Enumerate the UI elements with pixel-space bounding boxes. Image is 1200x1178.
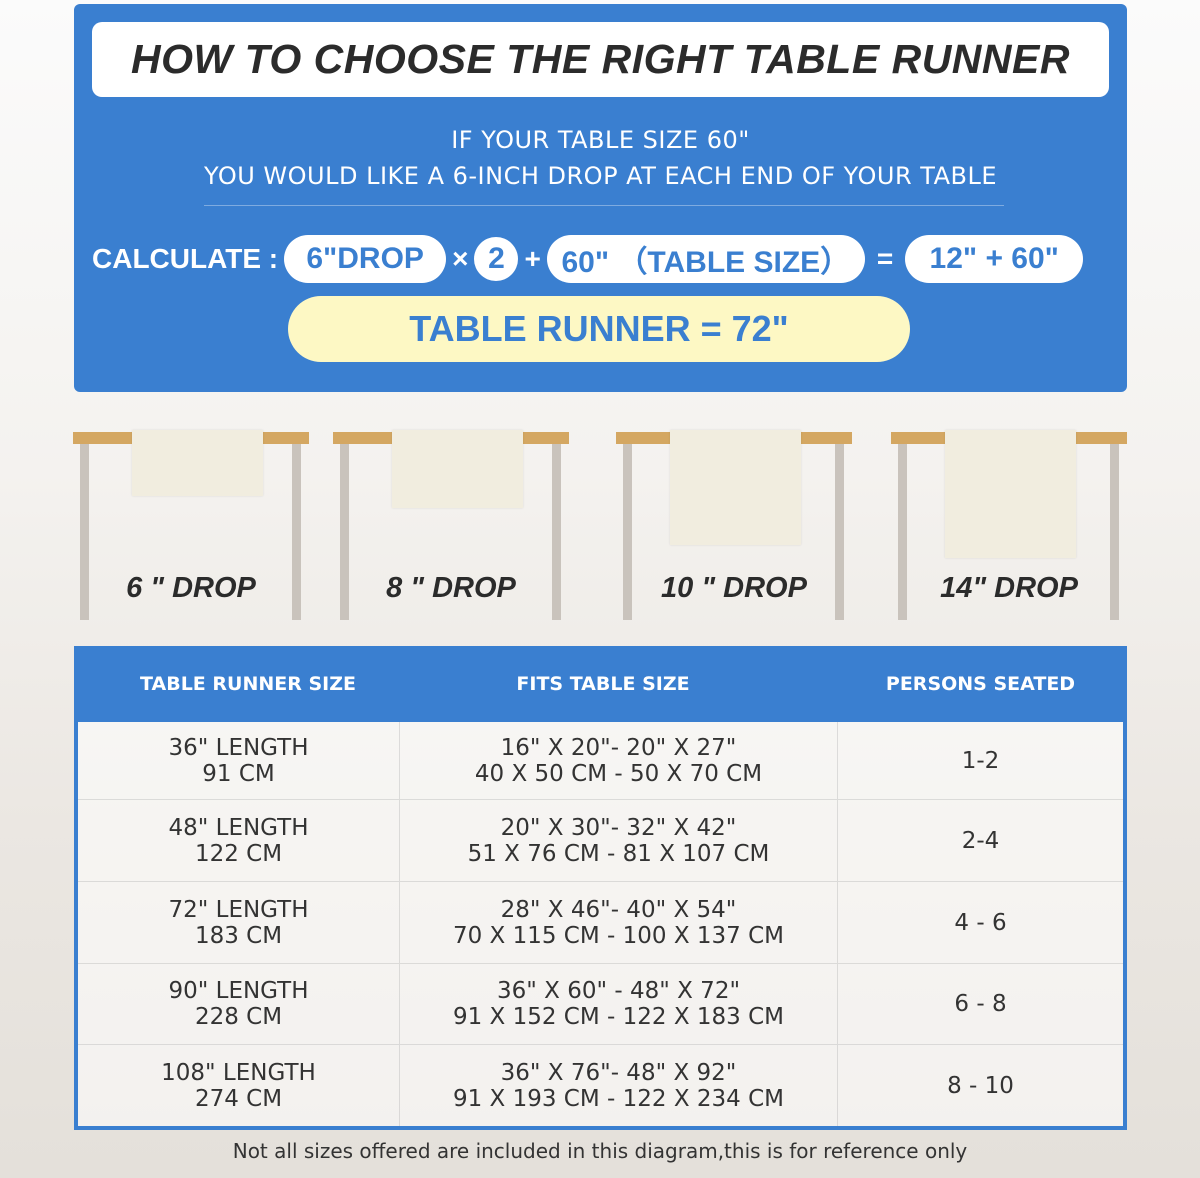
persons-cell: 2-4 <box>961 827 1000 854</box>
runner-size-cell: 108" LENGTH 274 CM <box>78 1045 400 1126</box>
fits-in: 36" X 76"- 48" X 92" <box>500 1059 737 1086</box>
drop-illustration-8: 8 " DROP <box>333 430 569 622</box>
fits-cell: 16" X 20"- 20" X 27" 40 X 50 CM - 50 X 70… <box>400 722 838 799</box>
persons-cell: 1-2 <box>961 747 1000 774</box>
table-row: 108" LENGTH 274 CM 36" X 76"- 48" X 92" 91… <box>78 1045 1123 1126</box>
divider <box>204 205 1004 206</box>
length-in: 108" LENGTH <box>161 1059 316 1086</box>
header-persons-seated: PERSONS SEATED <box>885 673 1076 695</box>
length-cm: 274 CM <box>194 1085 283 1112</box>
result-pill: TABLE RUNNER = 72" <box>288 296 910 362</box>
persons-cell: 4 - 6 <box>954 909 1007 936</box>
footnote: Not all sizes offered are included in th… <box>232 1139 968 1163</box>
table-leg <box>552 444 561 620</box>
drop-label: 6 " DROP <box>126 572 256 604</box>
sum-pill: 12" + 60" <box>905 235 1084 283</box>
length-cm: 183 CM <box>194 922 283 949</box>
runner-drop <box>670 430 801 545</box>
fits-in: 16" X 20"- 20" X 27" <box>500 734 737 761</box>
table-row: 72" LENGTH 183 CM 28" X 46"- 40" X 54" 70 … <box>78 882 1123 964</box>
fits-in: 36" X 60" - 48" X 72" <box>496 978 741 1004</box>
fits-cell: 20" X 30"- 32" X 42" 51 X 76 CM - 81 X 10… <box>400 800 838 881</box>
drop-pill: 6"DROP <box>284 235 447 283</box>
plus-sign: + <box>524 243 541 274</box>
table-leg <box>80 444 89 620</box>
drop-illustration-6: 6 " DROP <box>73 430 309 622</box>
table-leg <box>835 444 844 620</box>
calculation-panel: HOW TO CHOOSE THE RIGHT TABLE RUNNER IF … <box>74 4 1127 392</box>
length-in: 90" LENGTH <box>168 978 309 1004</box>
times-sign: × <box>452 243 469 274</box>
fits-in: 28" X 46"- 40" X 54" <box>500 896 737 923</box>
table-row: 48" LENGTH 122 CM 20" X 30"- 32" X 42" 51 … <box>78 800 1123 882</box>
fits-cell: 36" X 60" - 48" X 72" 91 X 152 CM - 122 X… <box>400 964 838 1044</box>
length-cm: 91 CM <box>202 760 275 787</box>
page-title: HOW TO CHOOSE THE RIGHT TABLE RUNNER <box>92 22 1109 97</box>
fits-cm: 40 X 50 CM - 50 X 70 CM <box>474 760 763 787</box>
length-cm: 122 CM <box>194 840 283 867</box>
fits-cm: 70 X 115 CM - 100 X 137 CM <box>452 922 785 949</box>
fits-cell: 36" X 76"- 48" X 92" 91 X 193 CM - 122 X … <box>400 1045 838 1126</box>
runner-drop <box>132 430 263 496</box>
drop-illustration-14: 14" DROP <box>891 430 1127 622</box>
persons-cell: 8 - 10 <box>947 1072 1014 1099</box>
fits-in: 20" X 30"- 32" X 42" <box>500 814 737 841</box>
fits-cm: 91 X 152 CM - 122 X 183 CM <box>452 1004 785 1030</box>
drop-illustration-10: 10 " DROP <box>616 430 852 622</box>
table-leg <box>340 444 349 620</box>
length-in: 72" LENGTH <box>168 896 309 923</box>
runner-size-cell: 48" LENGTH 122 CM <box>78 800 400 881</box>
runner-drop <box>392 430 523 508</box>
header-runner-size: TABLE RUNNER SIZE <box>140 673 356 695</box>
runner-size-cell: 90" LENGTH 228 CM <box>78 964 400 1044</box>
length-in: 36" LENGTH <box>168 734 309 761</box>
table-size-pill: 60" （TABLE SIZE） <box>546 235 865 283</box>
table-leg <box>623 444 632 620</box>
fits-cell: 28" X 46"- 40" X 54" 70 X 115 CM - 100 X … <box>400 882 838 963</box>
table-leg <box>1110 444 1119 620</box>
length-cm: 228 CM <box>194 1004 283 1030</box>
fits-cm: 51 X 76 CM - 81 X 107 CM <box>467 840 770 867</box>
drop-label: 8 " DROP <box>386 572 516 604</box>
drop-label: 14" DROP <box>940 572 1078 604</box>
header-fits-table-size: FITS TABLE SIZE <box>516 673 690 695</box>
size-table: TABLE RUNNER SIZE FITS TABLE SIZE PERSON… <box>74 646 1127 1130</box>
table-row: 90" LENGTH 228 CM 36" X 60" - 48" X 72" 91… <box>78 964 1123 1045</box>
persons-cell: 6 - 8 <box>954 991 1007 1017</box>
length-in: 48" LENGTH <box>168 814 309 841</box>
calc-label: CALCULATE : <box>92 243 279 274</box>
runner-size-cell: 72" LENGTH 183 CM <box>78 882 400 963</box>
table-leg <box>898 444 907 620</box>
runner-size-cell: 36" LENGTH 91 CM <box>78 722 400 799</box>
multiplier-pill: 2 <box>474 237 519 281</box>
intro-line-1: IF YOUR TABLE SIZE 60" <box>451 126 750 154</box>
fits-cm: 91 X 193 CM - 122 X 234 CM <box>452 1085 785 1112</box>
intro-line-2: YOU WOULD LIKE A 6-INCH DROP AT EACH END… <box>204 162 997 190</box>
table-row: 36" LENGTH 91 CM 16" X 20"- 20" X 27" 40 X… <box>78 722 1123 800</box>
calculation-row: CALCULATE : 6"DROP × 2 + 60" （TABLE SIZE… <box>92 232 1112 286</box>
table-leg <box>292 444 301 620</box>
table-header: TABLE RUNNER SIZE FITS TABLE SIZE PERSON… <box>78 646 1123 722</box>
drop-label: 10 " DROP <box>661 572 807 604</box>
runner-drop <box>945 430 1076 558</box>
equals-sign: = <box>876 243 894 274</box>
